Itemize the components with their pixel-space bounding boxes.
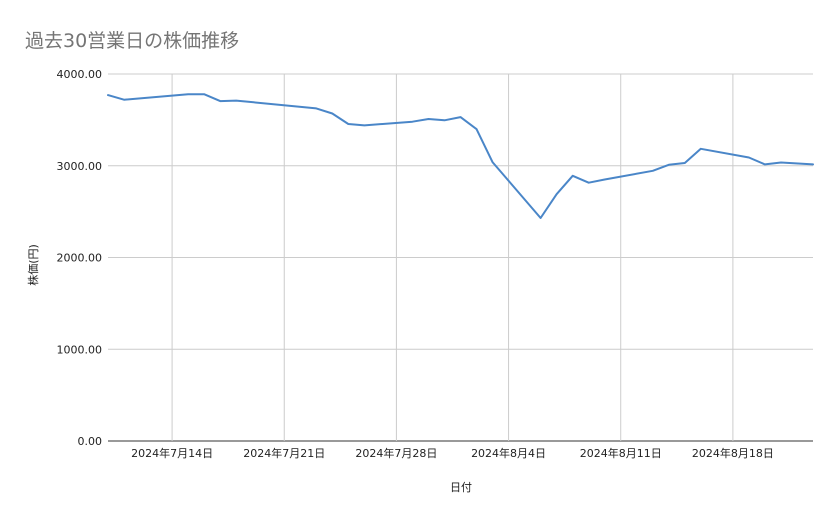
x-tick-label: 2024年8月4日 <box>471 446 546 460</box>
x-tick-label: 2024年8月18日 <box>692 446 774 460</box>
y-tick-label: 0.00 <box>78 435 103 448</box>
x-axis-title: 日付 <box>450 481 472 494</box>
x-axis-ticks: 2024年7月14日 2024年7月21日 2024年7月28日 2024年8月4日 2… <box>131 446 774 460</box>
y-axis-ticks: 0.00 1000.00 2000.00 3000.00 4000.00 <box>57 68 103 448</box>
y-tick-label: 4000.00 <box>57 68 103 81</box>
y-tick-label: 3000.00 <box>57 160 103 173</box>
grid-lines <box>108 73 813 442</box>
y-tick-label: 2000.00 <box>57 252 103 265</box>
series-group <box>107 93 814 219</box>
x-tick-label: 2024年7月14日 <box>131 446 213 460</box>
series-line <box>107 93 814 219</box>
x-tick-label: 2024年8月11日 <box>580 446 662 460</box>
x-tick-label: 2024年7月21日 <box>243 446 325 460</box>
chart-title: 過去30営業日の株価推移 <box>25 30 240 52</box>
y-tick-label: 1000.00 <box>57 343 103 356</box>
y-axis-title: 株価(円) <box>26 244 40 286</box>
x-tick-label: 2024年7月28日 <box>355 446 437 460</box>
